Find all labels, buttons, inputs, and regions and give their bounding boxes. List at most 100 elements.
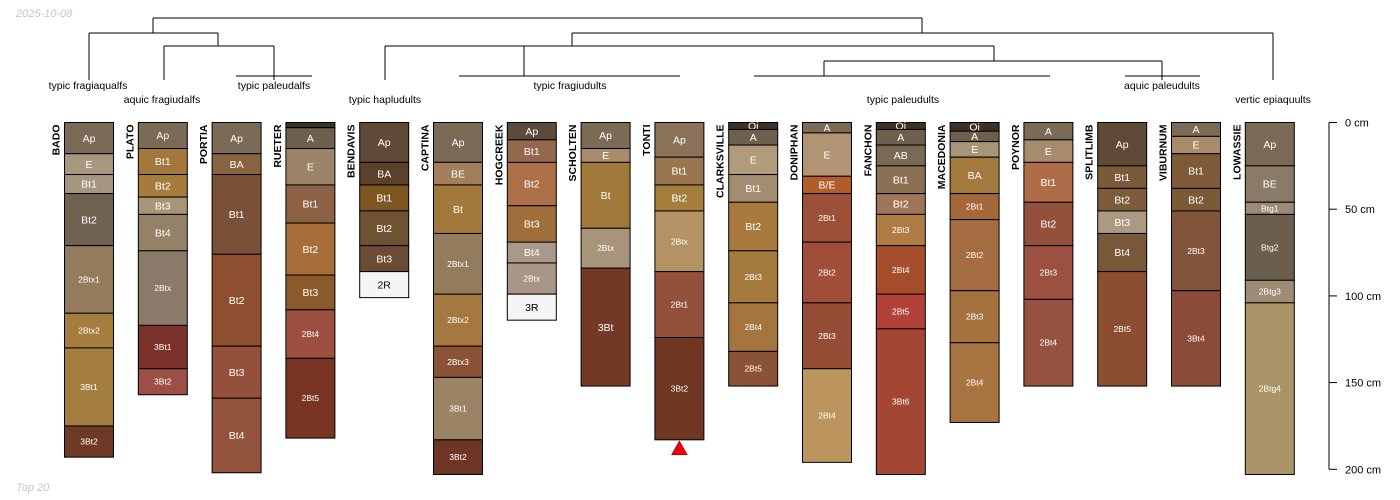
profile-name: SCHOLTEN: [567, 125, 579, 182]
horizon-label: BA: [968, 170, 982, 182]
horizon-label: Ap: [525, 126, 538, 138]
horizon-label: A: [971, 131, 978, 143]
horizon-label: Bt4: [229, 430, 245, 442]
horizon-label: Bt2: [524, 179, 540, 191]
horizon: [137, 250, 188, 326]
horizon-label: Btg1: [1261, 203, 1279, 213]
horizon: [1097, 122, 1148, 167]
horizon-label: Bt2: [229, 295, 245, 307]
horizon-label: 2Bt1: [966, 202, 984, 212]
horizon: [137, 122, 188, 150]
horizon: [285, 309, 336, 359]
horizon: [359, 122, 410, 163]
profile-name: MACEDONIA: [936, 124, 948, 189]
horizon: [211, 174, 262, 255]
horizon-label: 2R: [377, 279, 391, 291]
horizon-label: 2Bt4: [1040, 338, 1058, 348]
profile-name: SPLITLIMB: [1084, 124, 1096, 180]
horizon-label: A: [823, 122, 830, 134]
horizon-label: Ap: [156, 130, 169, 142]
horizon: [1171, 153, 1221, 189]
horizon-label: 2Btx3: [447, 357, 469, 367]
horizon: [64, 347, 114, 427]
horizon-label: A: [750, 132, 757, 144]
horizon: [654, 184, 705, 212]
horizon-label: 3Bt1: [154, 342, 172, 352]
horizon-label: 2Bt1: [818, 213, 836, 223]
horizon-label: Bt2: [376, 223, 392, 235]
horizon: [1097, 271, 1148, 387]
horizon: [285, 122, 336, 129]
horizon-label: 2Bt2: [966, 250, 984, 260]
horizon-label: 2Bt5: [892, 306, 910, 316]
horizon-label: Ap: [83, 133, 96, 145]
horizon-label: 3R: [525, 302, 539, 314]
group-label: typic hapludults: [349, 94, 421, 106]
profile-name: HOGCREEK: [493, 124, 505, 185]
profile-name: BADO: [51, 125, 63, 156]
horizon-label: 2Bt3: [892, 225, 910, 235]
horizon-label: Bt1: [1114, 172, 1130, 184]
horizon: [359, 184, 410, 212]
horizon: [64, 312, 114, 349]
horizon-label: BA: [377, 168, 391, 180]
horizon: [728, 174, 779, 203]
horizon-label: AB: [894, 150, 908, 162]
horizon: [211, 122, 262, 155]
horizon: [506, 293, 557, 321]
horizon-label: A: [307, 133, 314, 145]
depth-axis-tick-label: 200 cm: [1345, 464, 1381, 476]
horizon: [1023, 201, 1074, 247]
horizon-label: BE: [1263, 179, 1277, 191]
horizon-label: Ap: [673, 135, 686, 147]
group-label: aquic paleudults: [1124, 80, 1200, 92]
group-label: typic paleudults: [867, 94, 939, 106]
horizon-label: Ap: [1116, 139, 1129, 151]
horizon-label: E: [1045, 146, 1052, 158]
horizon-label: 2Btx: [597, 243, 615, 253]
horizon-label: A: [1192, 124, 1199, 136]
date-label: 2025-10-08: [16, 8, 73, 20]
horizon: [64, 425, 114, 458]
profile-name: RUETER: [272, 124, 284, 168]
horizon: [654, 271, 705, 339]
horizon-label: Bt2: [1114, 194, 1130, 206]
horizon-label: 2Bt4: [892, 265, 910, 275]
horizon: [802, 302, 852, 370]
horizon-label: 2Bt4: [818, 411, 836, 421]
horizon: [580, 227, 631, 269]
horizon-label: Bt2: [1041, 219, 1057, 231]
horizon-label: E: [971, 144, 978, 156]
horizon-label: 3Bt4: [1187, 333, 1205, 343]
horizon-label: E: [823, 149, 830, 161]
horizon: [359, 271, 410, 299]
horizon-label: E: [307, 161, 314, 173]
horizon: [137, 148, 188, 176]
horizon: [433, 345, 483, 378]
horizon-label: Bt2: [155, 180, 171, 192]
depth-axis-tick-label: 50 cm: [1345, 204, 1375, 216]
horizon-label: Bt1: [155, 156, 171, 168]
horizon: [359, 245, 410, 273]
horizon-label: E: [750, 154, 757, 166]
horizon-label: E: [602, 150, 609, 162]
horizon: [285, 184, 336, 224]
horizon-label: Bt1: [376, 193, 392, 205]
horizon-label: Oi: [748, 121, 759, 133]
horizon-label: 2Btx2: [447, 315, 469, 325]
horizon: [728, 201, 779, 252]
horizon: [1023, 298, 1074, 387]
horizon-label: Bt1: [229, 209, 245, 221]
horizon: [137, 368, 188, 396]
horizon-label: Oi: [969, 122, 980, 134]
footer-label: Top 20: [16, 482, 50, 494]
horizon: [802, 368, 852, 463]
horizon-label: Bt1: [1041, 177, 1057, 189]
profile-name: CAPTINA: [420, 124, 432, 171]
horizon: [875, 213, 926, 247]
horizon: [802, 241, 852, 304]
horizon: [949, 219, 1000, 292]
horizon: [1097, 232, 1148, 273]
horizon-label: Btg2: [1261, 242, 1279, 252]
